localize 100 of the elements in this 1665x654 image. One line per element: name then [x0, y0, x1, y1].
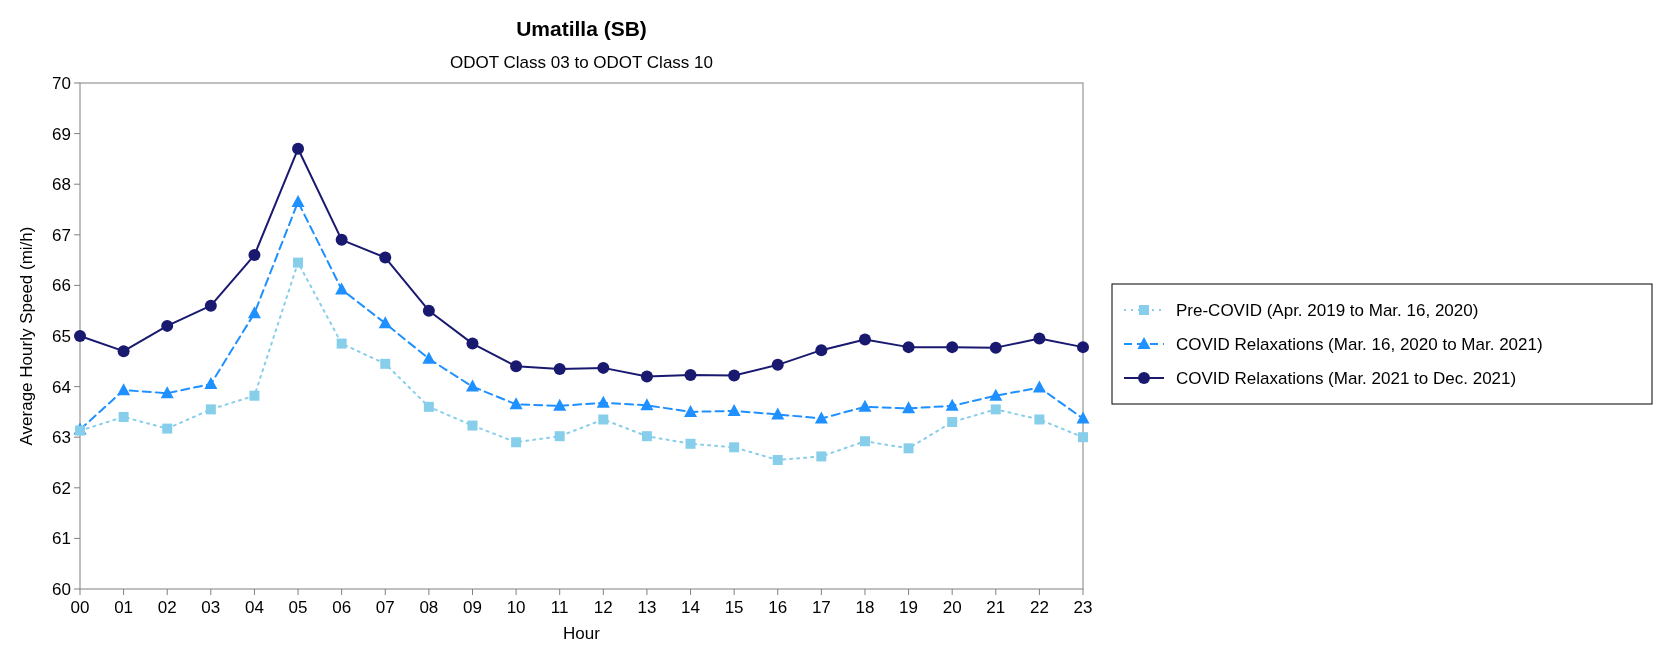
- x-tick-label: 05: [288, 598, 308, 617]
- point: [815, 344, 828, 357]
- x-tick-label: 09: [463, 598, 482, 617]
- legend-label: COVID Relaxations (Mar. 16, 2020 to Mar. 2021): [1176, 334, 1543, 354]
- point: [771, 407, 785, 420]
- point: [729, 442, 740, 453]
- point: [1077, 341, 1089, 354]
- point: [511, 437, 522, 448]
- x-tick-label: 17: [811, 598, 831, 617]
- point: [640, 398, 654, 411]
- point: [422, 304, 435, 317]
- point: [902, 401, 916, 414]
- x-tick-label: 01: [114, 598, 134, 617]
- y-tick-label: 64: [52, 377, 71, 397]
- point: [118, 411, 129, 422]
- point: [161, 319, 174, 332]
- x-tick-label: 03: [201, 598, 221, 617]
- y-tick-label: 62: [52, 478, 71, 498]
- point: [162, 423, 173, 434]
- legend-label: Pre-COVID (Apr. 2019 to Mar. 16, 2020): [1176, 300, 1479, 320]
- point: [946, 341, 959, 354]
- point: [1033, 332, 1046, 345]
- x-tick-label: 15: [724, 598, 744, 617]
- x-tick-label: 04: [244, 598, 264, 617]
- point: [249, 390, 260, 401]
- point: [597, 361, 610, 374]
- y-tick-label: 67: [52, 225, 71, 245]
- y-tick-label: 61: [52, 529, 71, 549]
- point: [1032, 380, 1046, 393]
- x-tick-label: 02: [157, 598, 177, 617]
- point: [596, 395, 610, 408]
- x-tick-label: 16: [768, 598, 788, 617]
- point: [510, 360, 523, 373]
- point: [816, 451, 827, 462]
- point: [1078, 432, 1088, 443]
- point: [335, 282, 349, 295]
- x-tick-label: 06: [332, 598, 352, 617]
- point: [379, 251, 392, 264]
- x-tick-label: 12: [593, 598, 613, 617]
- point: [205, 404, 216, 415]
- point: [771, 358, 784, 371]
- point: [74, 330, 86, 342]
- point: [378, 316, 392, 329]
- point: [858, 399, 872, 412]
- x-tick-label: 22: [1029, 598, 1049, 617]
- y-tick-label: 69: [52, 124, 71, 144]
- point: [640, 370, 653, 383]
- x-tick-label: 14: [681, 598, 700, 617]
- point: [247, 306, 261, 319]
- y-tick-label: 60: [52, 579, 71, 599]
- point: [554, 431, 565, 442]
- point: [248, 249, 261, 262]
- point: [509, 397, 523, 410]
- point: [859, 436, 870, 447]
- chart-title: Umatilla (SB): [516, 17, 647, 40]
- legend-label: COVID Relaxations (Mar. 2021 to Dec. 2021): [1176, 368, 1517, 388]
- point: [465, 379, 479, 392]
- x-tick-label: 08: [419, 598, 439, 617]
- point: [466, 337, 479, 350]
- point: [641, 431, 652, 442]
- point: [1034, 414, 1045, 425]
- point: [553, 398, 567, 411]
- point: [684, 404, 698, 417]
- x-tick-label: 21: [986, 598, 1006, 617]
- x-axis-title: Hour: [563, 624, 601, 643]
- point: [903, 443, 914, 454]
- x-tick-label: 19: [899, 598, 919, 617]
- point: [598, 414, 609, 425]
- point: [291, 194, 305, 207]
- point: [336, 338, 347, 349]
- point: [422, 351, 436, 364]
- y-tick-label: 65: [52, 326, 71, 346]
- y-tick-label: 63: [52, 428, 71, 448]
- point: [335, 233, 348, 246]
- point: [945, 398, 959, 411]
- x-tick-label: 20: [942, 598, 962, 617]
- x-tick-label: 23: [1073, 598, 1093, 617]
- x-tick-label: 00: [70, 598, 90, 617]
- point: [947, 417, 958, 428]
- point: [293, 257, 304, 268]
- x-tick-label: 07: [375, 598, 395, 617]
- point: [685, 438, 696, 449]
- y-axis-title: Average Hourly Speed (mi/h): [17, 226, 36, 446]
- x-tick-label: 11: [550, 598, 569, 617]
- point: [380, 358, 391, 369]
- point: [467, 420, 478, 431]
- point: [728, 369, 741, 382]
- x-tick-label: 13: [637, 598, 657, 617]
- point: [117, 383, 131, 396]
- point: [684, 368, 697, 381]
- point: [553, 362, 566, 375]
- x-tick-label: 10: [506, 598, 526, 617]
- point: [292, 142, 305, 155]
- point: [902, 341, 915, 354]
- point: [727, 403, 741, 416]
- chart-subtitle: ODOT Class 03 to ODOT Class 10: [450, 53, 713, 72]
- point: [204, 299, 217, 312]
- point: [989, 341, 1002, 354]
- x-tick-label: 18: [855, 598, 875, 617]
- point: [772, 454, 783, 465]
